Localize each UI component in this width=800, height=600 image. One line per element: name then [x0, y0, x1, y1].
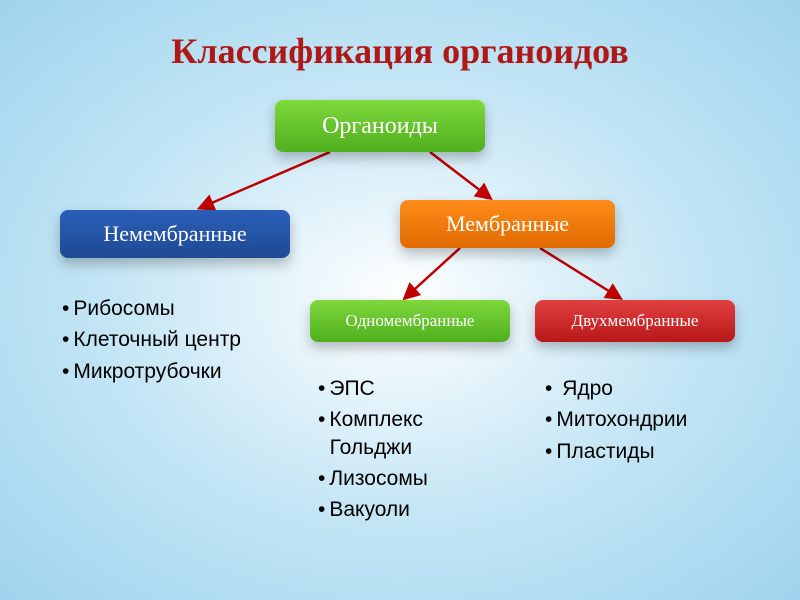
list-nonmembrane: Рибосомы Клеточный центр Микротрубочки — [62, 295, 241, 389]
list-double-membrane: Ядро Митохондрии Пластиды — [545, 375, 687, 469]
list-item: ЭПС — [318, 375, 428, 402]
list-single-membrane: ЭПС Комплекс Гольджи Лизосомы Вакуоли — [318, 375, 428, 527]
list-item: Митохондрии — [545, 406, 687, 433]
list-item: Пластиды — [545, 438, 687, 465]
node-root: Органоиды — [275, 100, 485, 152]
list-item: Лизосомы — [318, 465, 428, 492]
node-nonmembrane: Немембранные — [60, 210, 290, 258]
list-item: Вакуоли — [318, 496, 428, 523]
node-membrane: Мембранные — [400, 200, 615, 248]
node-single-membrane: Одномембранные — [310, 300, 510, 342]
list-item: Клеточный центр — [62, 326, 241, 353]
list-item: Ядро — [545, 375, 687, 402]
list-item: Микротрубочки — [62, 358, 241, 385]
list-item: Рибосомы — [62, 295, 241, 322]
node-double-membrane: Двухмембранные — [535, 300, 735, 342]
list-item: Комплекс Гольджи — [318, 406, 428, 461]
page-title: Классификация органоидов — [0, 30, 800, 72]
